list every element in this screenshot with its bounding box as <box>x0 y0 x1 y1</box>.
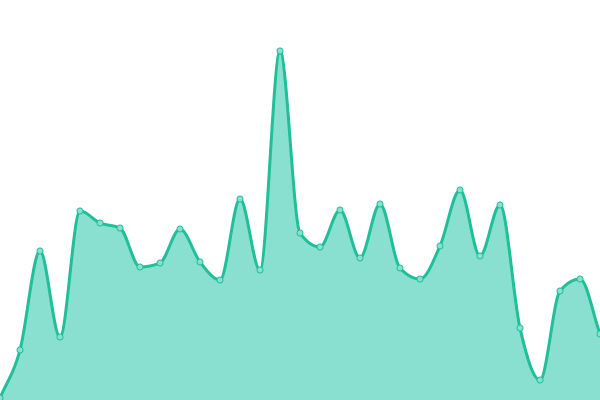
data-point-30 <box>596 330 600 338</box>
data-point-29 <box>576 275 584 283</box>
data-point-25 <box>496 201 504 209</box>
data-point-5 <box>96 219 104 227</box>
data-point-14 <box>276 47 284 55</box>
data-point-10 <box>196 258 204 266</box>
data-point-16 <box>316 243 324 251</box>
data-point-24 <box>476 252 484 260</box>
data-markers <box>0 47 600 400</box>
data-point-4 <box>76 207 84 215</box>
data-point-12 <box>236 195 244 203</box>
data-point-20 <box>396 264 404 272</box>
area-fill <box>0 51 600 400</box>
data-point-17 <box>336 206 344 214</box>
data-point-11 <box>216 276 224 284</box>
data-point-28 <box>556 287 564 295</box>
data-point-15 <box>296 229 304 237</box>
data-point-27 <box>536 376 544 384</box>
data-point-8 <box>156 259 164 267</box>
data-point-7 <box>136 263 144 271</box>
data-point-6 <box>116 224 124 232</box>
data-point-2 <box>36 247 44 255</box>
data-point-0 <box>0 394 4 400</box>
data-point-21 <box>416 275 424 283</box>
data-point-23 <box>456 186 464 194</box>
data-point-1 <box>16 346 24 354</box>
data-point-22 <box>436 242 444 250</box>
data-point-13 <box>256 266 264 274</box>
data-point-9 <box>176 225 184 233</box>
data-point-18 <box>356 254 364 262</box>
data-point-3 <box>56 333 64 341</box>
data-point-19 <box>376 200 384 208</box>
data-point-26 <box>516 324 524 332</box>
